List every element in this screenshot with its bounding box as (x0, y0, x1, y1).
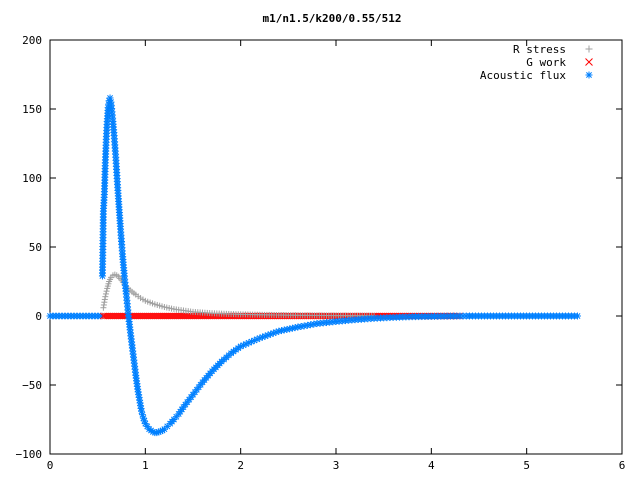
acoustic-flux-point (253, 335, 261, 343)
y-tick-label: −50 (22, 379, 42, 392)
y-tick-label: 200 (22, 34, 42, 47)
r-stress-point (103, 288, 110, 295)
acoustic-flux-point (465, 312, 473, 320)
x-tick-label: 1 (142, 459, 149, 472)
axis-ticks: 0 1 2 3 4 5 6 −100 −50 0 50 100 150 200 (16, 34, 626, 472)
x-tick-label: 4 (428, 459, 435, 472)
acoustic-flux-point (245, 339, 253, 347)
y-tick-label: −100 (16, 448, 43, 461)
x-tick-label: 6 (619, 459, 626, 472)
acoustic-flux-point (138, 411, 146, 419)
y-tick-label: 0 (35, 310, 42, 323)
acoustic-flux-point (573, 312, 581, 320)
x-tick-label: 0 (47, 459, 54, 472)
x-tick-label: 3 (333, 459, 340, 472)
data-marks (46, 94, 581, 437)
acoustic-flux-point (585, 71, 593, 79)
x-tick-label: 5 (523, 459, 530, 472)
r-stress-point (585, 45, 593, 53)
y-tick-label: 150 (22, 103, 42, 116)
legend-label: R stress (513, 43, 566, 56)
x-tick-label: 2 (237, 459, 244, 472)
y-tick-label: 50 (29, 241, 42, 254)
y-tick-label: 100 (22, 172, 42, 185)
r-stress-point (102, 293, 109, 300)
chart-title: m1/n1.5/k200/0.55/512 (262, 12, 401, 25)
legend-label: Acoustic flux (480, 69, 566, 82)
r-stress-point (102, 290, 109, 297)
g-work-point (585, 58, 593, 66)
legend-label: G work (526, 56, 566, 69)
